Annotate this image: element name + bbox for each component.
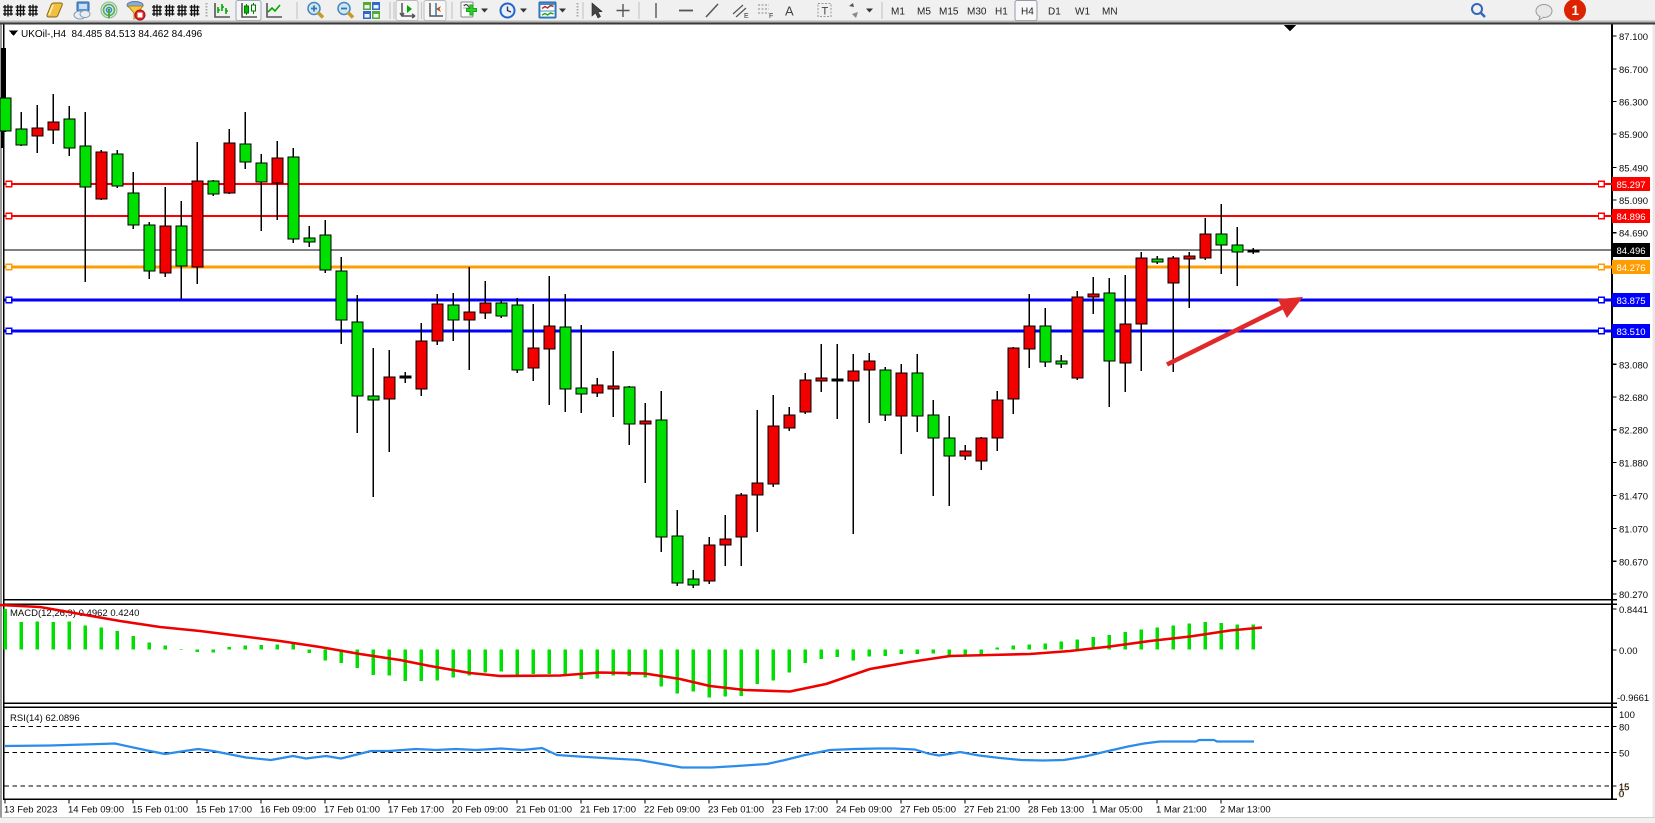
svg-text:0: 0: [1619, 789, 1624, 800]
svg-text:21 Feb 17:00: 21 Feb 17:00: [580, 805, 636, 816]
svg-text:82.680: 82.680: [1619, 393, 1648, 404]
svg-text:80.670: 80.670: [1619, 557, 1648, 568]
svg-text:86.700: 86.700: [1619, 65, 1648, 76]
svg-text:28 Feb 13:00: 28 Feb 13:00: [1028, 805, 1084, 816]
svg-text:22 Feb 09:00: 22 Feb 09:00: [644, 805, 700, 816]
svg-text:17 Feb 17:00: 17 Feb 17:00: [388, 805, 444, 816]
svg-text:21 Feb 01:00: 21 Feb 01:00: [516, 805, 572, 816]
svg-text:W1: W1: [1075, 7, 1090, 18]
svg-text:M5: M5: [917, 7, 931, 18]
svg-text:15: 15: [1619, 782, 1630, 793]
svg-text:83.510: 83.510: [1616, 327, 1645, 338]
svg-text:-0.9661: -0.9661: [1617, 693, 1649, 704]
svg-text:F: F: [769, 13, 773, 20]
svg-text:H4: H4: [1021, 7, 1034, 18]
svg-text:24 Feb 09:00: 24 Feb 09:00: [836, 805, 892, 816]
svg-text:85.090: 85.090: [1619, 196, 1648, 207]
svg-text:0.00: 0.00: [1619, 646, 1638, 657]
svg-text:0.8441: 0.8441: [1619, 605, 1648, 616]
svg-text:83.080: 83.080: [1619, 360, 1648, 371]
svg-text:87.100: 87.100: [1619, 32, 1648, 43]
svg-text:80: 80: [1619, 723, 1630, 734]
svg-text:81.470: 81.470: [1619, 492, 1648, 503]
svg-text:17 Feb 01:00: 17 Feb 01:00: [324, 805, 380, 816]
svg-text:100: 100: [1619, 710, 1635, 721]
svg-text:86.300: 86.300: [1619, 98, 1648, 109]
svg-text:15: 15: [1618, 783, 1629, 794]
svg-text:M1: M1: [891, 7, 905, 18]
svg-text:2 Mar 13:00: 2 Mar 13:00: [1220, 805, 1271, 816]
svg-text:A: A: [785, 4, 794, 19]
svg-text:MN: MN: [1102, 7, 1118, 18]
svg-text:27 Feb 21:00: 27 Feb 21:00: [964, 805, 1020, 816]
svg-text:84.896: 84.896: [1616, 212, 1645, 223]
svg-text:81.070: 81.070: [1619, 525, 1648, 536]
svg-text:15 Feb 01:00: 15 Feb 01:00: [132, 805, 188, 816]
svg-text:15 Feb 17:00: 15 Feb 17:00: [196, 805, 252, 816]
svg-text:84.690: 84.690: [1619, 229, 1648, 240]
svg-text:D1: D1: [1048, 7, 1061, 18]
svg-text:84.496: 84.496: [1616, 246, 1645, 257]
svg-text:14 Feb 09:00: 14 Feb 09:00: [68, 805, 124, 816]
svg-text:13 Feb 2023: 13 Feb 2023: [4, 805, 57, 816]
svg-text:23 Feb 01:00: 23 Feb 01:00: [708, 805, 764, 816]
svg-text:23 Feb 17:00: 23 Feb 17:00: [772, 805, 828, 816]
svg-text:83.875: 83.875: [1616, 296, 1645, 307]
svg-text:20 Feb 09:00: 20 Feb 09:00: [452, 805, 508, 816]
svg-text:M15: M15: [939, 7, 959, 18]
svg-text:85.900: 85.900: [1619, 130, 1648, 141]
svg-text:80.270: 80.270: [1619, 590, 1648, 601]
svg-text:1: 1: [1572, 3, 1580, 18]
svg-text:27 Feb 05:00: 27 Feb 05:00: [900, 805, 956, 816]
svg-text:81.880: 81.880: [1619, 458, 1648, 469]
svg-text:84.276: 84.276: [1616, 263, 1645, 274]
svg-text:1 Mar 05:00: 1 Mar 05:00: [1092, 805, 1143, 816]
svg-text:H1: H1: [995, 7, 1008, 18]
svg-text:RSI(14) 62.0896: RSI(14) 62.0896: [10, 713, 80, 724]
svg-text:16 Feb 09:00: 16 Feb 09:00: [260, 805, 316, 816]
svg-text:85.490: 85.490: [1619, 164, 1648, 175]
svg-text:E: E: [744, 13, 749, 20]
svg-text:0: 0: [1618, 790, 1623, 801]
svg-text:82.280: 82.280: [1619, 426, 1648, 437]
svg-text:M30: M30: [967, 7, 987, 18]
svg-text:T: T: [822, 6, 829, 18]
svg-text:50: 50: [1619, 749, 1630, 760]
svg-text:UKOil-,H4 84.485 84.513 84.46: UKOil-,H4 84.485 84.513 84.462 84.496: [21, 29, 203, 40]
svg-text:85.297: 85.297: [1616, 180, 1645, 191]
svg-text:1 Mar 21:00: 1 Mar 21:00: [1156, 805, 1207, 816]
